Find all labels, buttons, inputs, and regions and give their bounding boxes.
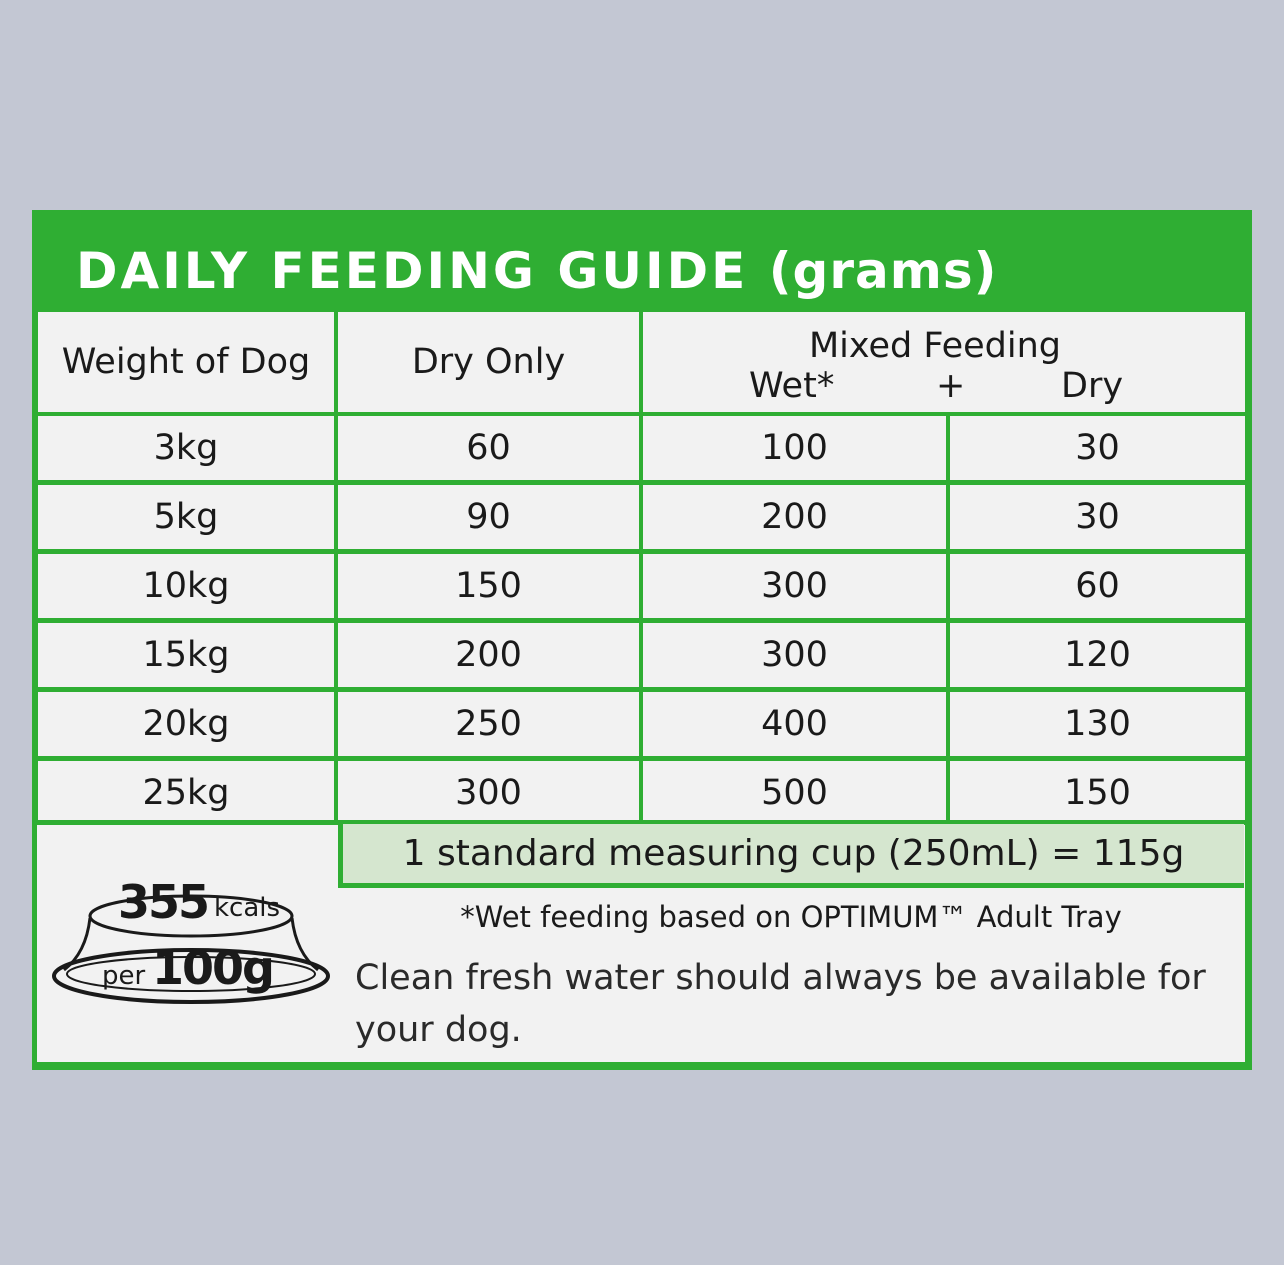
wet-feeding-note: *Wet feeding based on OPTIMUM™ Adult Tra… bbox=[460, 900, 1122, 934]
cell-wet: 300 bbox=[643, 554, 946, 618]
cell-dry: 120 bbox=[950, 623, 1245, 687]
kcal-unit: kcals bbox=[214, 893, 280, 923]
header-mixed-title: Mixed Feeding bbox=[808, 326, 1062, 366]
cell-wet: 300 bbox=[643, 623, 946, 687]
divider bbox=[37, 820, 1245, 825]
feeding-guide-card: DAILY FEEDING GUIDE (grams) Weight of Do… bbox=[32, 210, 1252, 1070]
cell-weight: 5kg bbox=[38, 485, 334, 549]
guide-unit: (grams) bbox=[768, 242, 998, 300]
per-amount: 100g bbox=[152, 941, 273, 995]
cell-weight: 3kg bbox=[38, 416, 334, 480]
cell-dry-only: 150 bbox=[338, 554, 639, 618]
cell-dry-only: 250 bbox=[338, 692, 639, 756]
cell-weight: 15kg bbox=[38, 623, 334, 687]
cell-dry-only: 90 bbox=[338, 485, 639, 549]
guide-title-bar: DAILY FEEDING GUIDE (grams) bbox=[32, 210, 1252, 312]
cell-dry-only: 60 bbox=[338, 416, 639, 480]
water-note: Clean fresh water should always be avail… bbox=[355, 958, 1206, 1050]
kcal-value: 355 bbox=[118, 875, 208, 929]
header-mixed-feeding: Mixed Feeding Wet* + Dry bbox=[643, 312, 1245, 412]
cell-dry: 30 bbox=[950, 485, 1245, 549]
cell-weight: 10kg bbox=[38, 554, 334, 618]
cell-weight: 20kg bbox=[38, 692, 334, 756]
header-plus: + bbox=[936, 366, 966, 406]
header-dry: Dry bbox=[1061, 366, 1124, 406]
cell-wet: 400 bbox=[643, 692, 946, 756]
guide-title: DAILY FEEDING GUIDE (grams) bbox=[76, 242, 998, 300]
cell-dry-only: 300 bbox=[338, 761, 639, 824]
header-weight: Weight of Dog bbox=[38, 312, 334, 412]
per-label: per bbox=[102, 961, 146, 991]
cell-dry: 130 bbox=[950, 692, 1245, 756]
cell-dry: 30 bbox=[950, 416, 1245, 480]
header-dry-only: Dry Only bbox=[338, 312, 639, 412]
measuring-cup-note: 1 standard measuring cup (250mL) = 115g bbox=[338, 824, 1244, 888]
kcal-badge: 355 kcals per 100g bbox=[46, 858, 338, 1008]
cell-weight: 25kg bbox=[38, 761, 334, 824]
cell-wet: 500 bbox=[643, 761, 946, 824]
cell-dry: 150 bbox=[950, 761, 1245, 824]
bowl-icon: 355 kcals per 100g bbox=[52, 875, 330, 1004]
cell-dry-only: 200 bbox=[338, 623, 639, 687]
cell-dry: 60 bbox=[950, 554, 1245, 618]
header-wet: Wet* bbox=[749, 366, 835, 406]
cell-wet: 200 bbox=[643, 485, 946, 549]
cell-wet: 100 bbox=[643, 416, 946, 480]
